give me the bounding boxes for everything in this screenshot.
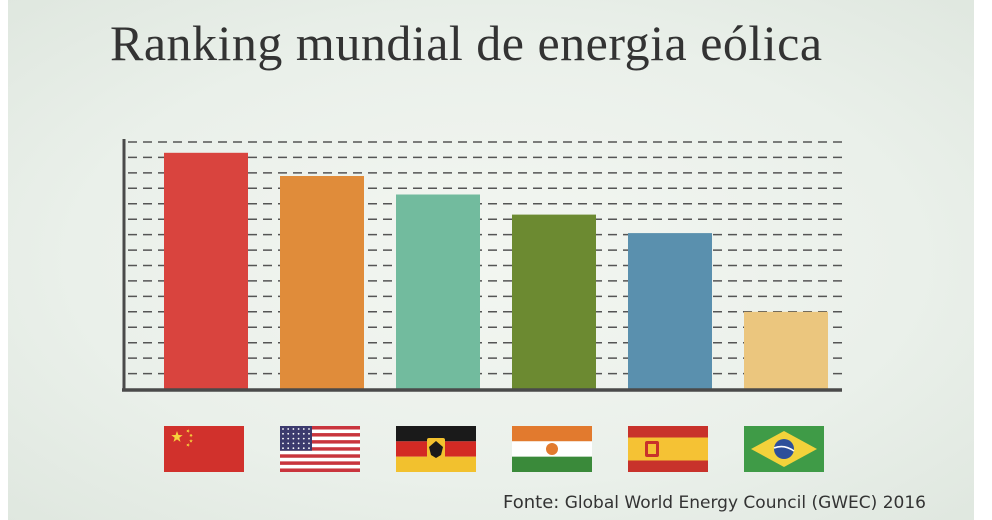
flag-band-gold	[396, 456, 476, 472]
bar-usa	[280, 176, 364, 389]
source-text: Global World Energy Council (GWEC) 2016	[564, 493, 926, 513]
flag-star	[287, 442, 290, 445]
flag-star	[292, 432, 295, 435]
flag-star	[292, 442, 295, 445]
flag-star	[302, 442, 305, 445]
flag-stripe	[280, 436, 360, 441]
flag-stripe	[280, 461, 360, 465]
bar-india	[512, 214, 596, 389]
flag-stripe	[280, 433, 360, 437]
flag-star	[302, 428, 305, 430]
flag-band-yellow	[628, 437, 708, 461]
eagle-icon	[429, 441, 443, 458]
flag-stripe	[280, 457, 360, 462]
flag-globe	[774, 439, 794, 459]
flag-disc	[546, 443, 558, 455]
india-flag-icon	[512, 426, 592, 472]
flag-star	[297, 442, 300, 445]
flag-stripe	[280, 426, 360, 430]
flag-star	[287, 437, 290, 440]
flag-star	[308, 432, 310, 435]
usa-flag-icon	[280, 426, 360, 472]
flag-star	[171, 431, 183, 442]
flag-stripe	[280, 468, 360, 472]
flag-star	[297, 437, 300, 440]
flag-stripe	[280, 450, 360, 455]
flag-star	[189, 433, 193, 438]
flag-star	[302, 437, 305, 440]
brazil-flag-icon	[744, 426, 824, 472]
flag-banner	[773, 445, 795, 452]
flag-canton	[280, 426, 312, 451]
flag-star	[282, 447, 284, 450]
flag-stripe	[280, 447, 360, 451]
flag-stripe	[280, 454, 360, 458]
flag-star	[282, 428, 284, 430]
flag-band-orange	[512, 426, 592, 442]
flag-stripe	[280, 464, 360, 469]
spain-flag-icon	[628, 426, 708, 472]
flag-star	[287, 432, 290, 435]
flag-star	[189, 439, 193, 443]
chart-title: Ranking mundial de energia eólica	[110, 15, 823, 71]
bar-brazil	[744, 311, 828, 389]
bar-china	[164, 152, 248, 389]
flag-star	[308, 447, 310, 450]
flag-stripe	[280, 440, 360, 444]
flag-star	[308, 437, 310, 440]
source-label: Fonte:	[503, 492, 560, 513]
country-flags	[164, 426, 824, 472]
flag-star	[302, 447, 305, 450]
flag-star	[287, 428, 290, 430]
flag-star	[302, 432, 305, 435]
flag-stripe	[280, 443, 360, 448]
flag-band-black	[396, 426, 476, 442]
bar-spain	[628, 233, 712, 389]
bar-germany	[396, 194, 480, 389]
flag-star	[282, 437, 284, 440]
source-note: Fonte: Global World Energy Council (GWEC…	[503, 492, 926, 513]
flag-star	[282, 432, 284, 435]
flag-star	[308, 428, 310, 430]
coat-of-arms-inner	[648, 444, 656, 454]
flag-field	[164, 426, 244, 472]
bars	[164, 152, 828, 389]
flag-star	[287, 447, 290, 450]
flag-star	[297, 428, 300, 430]
flag-star	[308, 442, 310, 445]
flag-star	[292, 428, 295, 430]
axes	[122, 139, 842, 392]
china-flag-icon	[164, 426, 244, 472]
flag-star	[297, 447, 300, 450]
flag-star	[186, 429, 190, 433]
flag-star	[292, 437, 295, 440]
flag-star	[282, 442, 284, 445]
flag-band-green	[512, 456, 592, 472]
flag-star	[292, 447, 295, 450]
flag-stripe	[280, 429, 360, 434]
flag-star	[186, 443, 190, 447]
flag-star	[297, 432, 300, 435]
germany-flag-icon	[396, 426, 476, 472]
